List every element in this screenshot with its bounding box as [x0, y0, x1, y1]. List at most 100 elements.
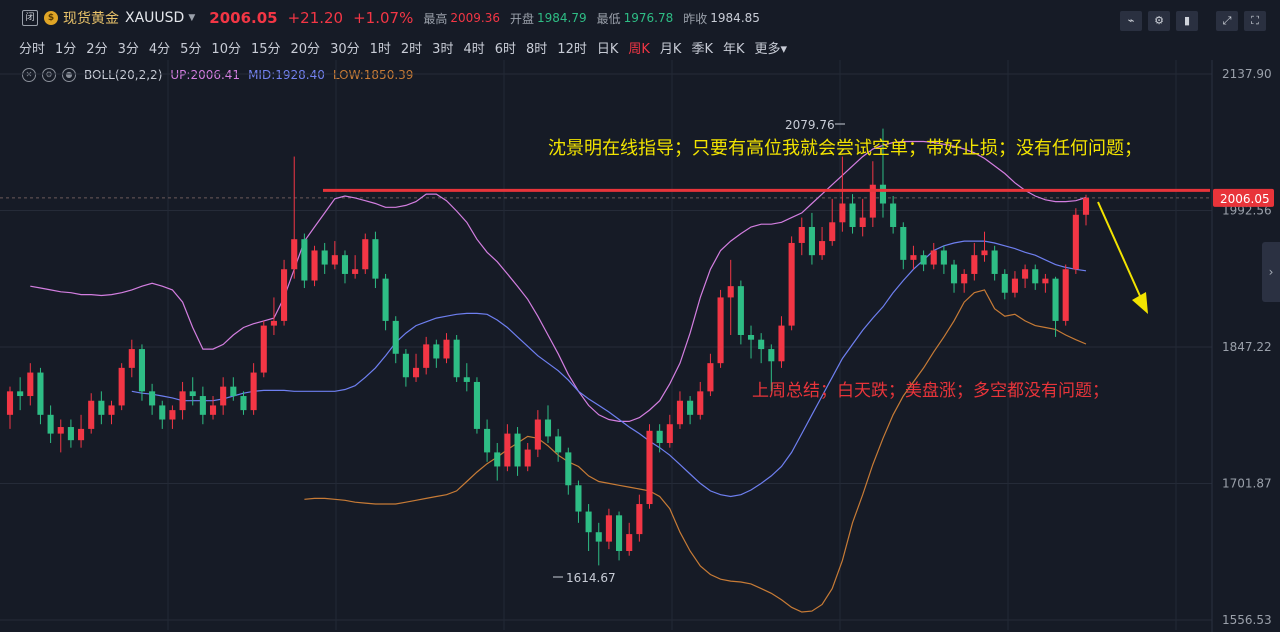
candle-body — [991, 250, 998, 274]
period-tab[interactable]: 分时 — [19, 41, 46, 57]
high-label: 最高 — [423, 11, 448, 26]
boll-low-value: LOW:1850.39 — [332, 68, 414, 82]
candle-body — [687, 400, 694, 415]
candle-body — [524, 449, 531, 467]
price-change: +21.20 — [287, 9, 344, 27]
candle-body — [890, 203, 897, 227]
price-change-pct: +1.07% — [353, 9, 414, 27]
period-tab[interactable]: 年K — [722, 41, 745, 57]
candle-body — [879, 184, 887, 204]
high-value: 2009.36 — [450, 11, 500, 25]
period-tab[interactable]: 4时 — [463, 41, 485, 57]
candle-body — [382, 278, 389, 321]
candle-body — [514, 433, 521, 467]
period-tab[interactable]: 20分 — [290, 41, 321, 57]
period-tab[interactable]: 周K — [628, 41, 650, 57]
period-bar: 分时 1分 2分 3分 4分 5分 10分 15分 20分 30分 1时 2时 3时 4时 6时 8时 12时日… — [0, 37, 792, 57]
candle-body — [544, 419, 552, 437]
side-panel-toggle[interactable]: › — [1262, 242, 1280, 302]
low-label: 最低 — [596, 11, 621, 26]
current-price-tag — [1213, 188, 1274, 207]
boll-upper-line — [30, 140, 1087, 422]
period-tab[interactable]: 8时 — [526, 41, 548, 57]
candle-body — [910, 255, 917, 260]
symbol-code[interactable]: XAUUSD — [125, 10, 185, 26]
period-tab[interactable]: 3时 — [432, 41, 454, 57]
period-tab[interactable]: 2时 — [400, 41, 423, 57]
open-label: 开盘 — [509, 11, 534, 26]
symbol-name[interactable]: 现货黄金 — [63, 11, 119, 27]
period-tab[interactable]: 5分 — [180, 41, 202, 57]
indicator-name: BOLL(20,2,2) — [84, 68, 163, 82]
candle-body — [149, 391, 156, 406]
period-tab[interactable]: 12时 — [557, 41, 587, 57]
candle-body — [940, 250, 947, 265]
period-tab[interactable]: 更多▾ — [754, 41, 788, 57]
candle-body — [808, 226, 815, 256]
candle-body — [301, 239, 308, 281]
candle-body — [778, 325, 785, 362]
candle-body — [78, 428, 85, 441]
period-tab[interactable]: 月K — [659, 41, 682, 57]
candle-body — [768, 349, 775, 362]
boll-lower-line — [304, 289, 1087, 613]
candle-body — [138, 349, 146, 392]
period-tab[interactable]: 日K — [596, 41, 619, 57]
peak-label: 2079.76 — [785, 118, 835, 132]
boll-mid-value: MID:1928.40 — [248, 68, 325, 82]
candle-body — [717, 297, 724, 364]
chart-type-icon[interactable]: ⌁ — [1120, 11, 1142, 31]
indicator-icon[interactable]: ⚙ — [1148, 11, 1170, 31]
period-tab[interactable]: 季K — [691, 41, 713, 57]
candle-body — [159, 405, 166, 420]
candle-body — [1022, 269, 1029, 279]
period-tab[interactable]: 30分 — [330, 41, 360, 57]
period-tab[interactable]: 4分 — [148, 41, 171, 57]
candle-body — [270, 320, 277, 326]
candle-body — [1032, 269, 1039, 284]
candle-body — [819, 241, 826, 256]
candle-body — [798, 226, 805, 243]
prev-close-label: 昨收 — [683, 11, 708, 26]
trough-label: 1614.67 — [566, 571, 616, 585]
candle-body — [636, 504, 643, 535]
period-tab[interactable]: 1时 — [369, 41, 391, 57]
candle-body — [321, 250, 328, 265]
candle-body — [240, 396, 247, 411]
candle-body — [291, 239, 298, 270]
candle-body — [849, 203, 856, 227]
candle-body — [311, 250, 318, 281]
period-tab[interactable]: 2分 — [86, 41, 108, 57]
candle-body — [727, 286, 734, 298]
symbol-dropdown-icon[interactable]: ▼ — [188, 13, 196, 23]
candle-body — [595, 532, 602, 542]
current-price-tag-label: 2006.05 — [1220, 192, 1270, 206]
candle-body — [585, 511, 592, 533]
candle-body — [930, 250, 937, 265]
candle-body — [230, 386, 237, 397]
candle-body — [616, 515, 623, 551]
candle-body — [646, 430, 653, 505]
period-tab[interactable]: 6时 — [494, 41, 517, 57]
candle-body — [504, 433, 511, 467]
candle-style-icon[interactable]: ▮ — [1176, 11, 1198, 31]
candle-body — [707, 363, 714, 392]
candle-body — [98, 400, 105, 415]
candle-body — [1001, 273, 1008, 293]
annotation-summary: 上周总结；白天跌；美盘涨；多空都没有问题； — [752, 381, 1109, 401]
period-tab[interactable]: 1分 — [55, 41, 77, 57]
fullscreen-icon[interactable]: ⛶ — [1244, 11, 1266, 31]
quote-header: 闭 $ 现货黄金 XAUUSD ▼ 2006.05 +21.20 +1.07% … — [0, 0, 1280, 36]
expand-icon[interactable]: ⤢ — [1216, 11, 1238, 31]
period-tab[interactable]: 10分 — [211, 41, 241, 57]
boll-mid-line — [131, 240, 1087, 498]
down-arrow-shaft — [1097, 201, 1141, 297]
candle-body — [697, 391, 704, 415]
candle-body — [128, 349, 135, 368]
candle-body — [47, 414, 54, 434]
prev-close-value: 1984.85 — [710, 11, 760, 25]
candle-body — [67, 427, 74, 441]
period-tab[interactable]: 15分 — [250, 41, 281, 57]
period-tab[interactable]: 3分 — [117, 41, 139, 57]
